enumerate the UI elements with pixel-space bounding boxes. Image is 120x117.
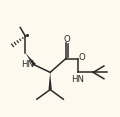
Text: HN: HN	[71, 75, 84, 84]
Text: O: O	[79, 53, 86, 62]
Polygon shape	[48, 72, 52, 90]
Text: HN: HN	[22, 60, 35, 69]
Polygon shape	[25, 53, 36, 66]
Text: O: O	[63, 35, 70, 44]
